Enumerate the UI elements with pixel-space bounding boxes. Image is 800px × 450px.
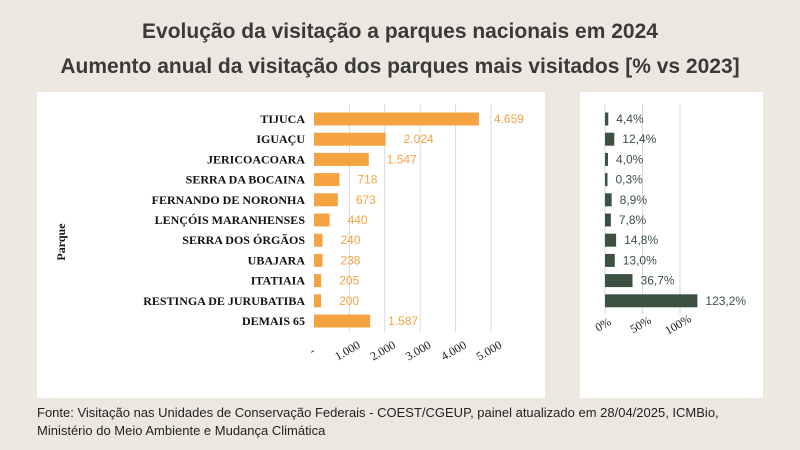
bar-growth-restinga-de-jurubatiba bbox=[605, 294, 698, 308]
value-label-visits: 2.024 bbox=[404, 132, 434, 146]
bar-growth-fernando-de-noronha bbox=[605, 193, 612, 207]
bar-visits-ubajara bbox=[314, 253, 323, 267]
value-label-visits: 240 bbox=[340, 233, 360, 247]
bar-visits-jericoacoara bbox=[314, 152, 369, 166]
visits-chart-panel: - 1.000 2.000 3.000 4.000 5.000 Parque TIJUCA 4.… bbox=[37, 92, 545, 398]
bar-growth-tijuca bbox=[605, 112, 609, 126]
bar-visits-restinga-de-jurubatiba bbox=[314, 294, 322, 308]
bar-growth-serra-da-bocaina bbox=[605, 173, 608, 187]
value-label-growth: 0,3% bbox=[616, 173, 644, 187]
category-label-itatiaia: ITATIAIA bbox=[251, 274, 306, 288]
visits-bar-chart: - 1.000 2.000 3.000 4.000 5.000 Parque TIJUCA 4.… bbox=[54, 104, 524, 364]
category-label-lencois-maranhenses: LENÇÓIS MARANHENSES bbox=[155, 213, 306, 227]
growth-chart-panel: 0% 50% 100% 4,4% 12,4% 4,0% 0,3% 8,9% 7,8% 14,8% 1… bbox=[580, 92, 763, 398]
category-label-tijuca: TIJUCA bbox=[260, 112, 305, 126]
x-tick-label: 1.000 bbox=[332, 338, 362, 364]
category-label-jericoacoara: JERICOACOARA bbox=[207, 152, 305, 166]
value-label-growth: 36,7% bbox=[641, 274, 675, 288]
category-label-demais-65: DEMAIS 65 bbox=[242, 314, 305, 328]
chart-subtitle: Aumento anual da visitação dos parques m… bbox=[60, 55, 740, 78]
bar-visits-itatiaia bbox=[314, 274, 322, 288]
category-label-fernando-de-noronha: FERNANDO DE NORONHA bbox=[152, 193, 306, 207]
chart-title: Evolução da visitação a parques nacionai… bbox=[142, 20, 658, 43]
y-axis-label: Parque bbox=[54, 223, 68, 261]
bar-visits-serra-da-bocaina bbox=[314, 173, 340, 187]
bar-growth-iguacu bbox=[605, 132, 615, 146]
value-label-visits: 205 bbox=[339, 274, 359, 288]
value-label-visits: 718 bbox=[357, 173, 377, 187]
x-tick-label: 50% bbox=[627, 313, 653, 336]
source-note: Fonte: Visitação nas Unidades de Conserv… bbox=[37, 405, 719, 438]
value-label-visits: 1.547 bbox=[387, 152, 417, 166]
value-label-growth: 8,9% bbox=[620, 193, 648, 207]
x-tick-label: 100% bbox=[662, 311, 693, 337]
bar-visits-lencois-maranhenses bbox=[314, 213, 330, 227]
x-tick-label: 4.000 bbox=[438, 338, 468, 364]
value-label-visits: 4.659 bbox=[494, 112, 524, 126]
category-label-serra-dos-orgaos: SERRA DOS ÓRGÃOS bbox=[182, 233, 305, 247]
value-label-growth: 4,4% bbox=[616, 112, 644, 126]
bar-visits-iguacu bbox=[314, 132, 386, 146]
category-label-ubajara: UBAJARA bbox=[248, 253, 306, 267]
x-tick-label: 2.000 bbox=[368, 338, 398, 364]
category-label-iguacu: IGUAÇU bbox=[256, 132, 305, 146]
value-label-growth: 12,4% bbox=[622, 132, 656, 146]
x-tick-label: 0% bbox=[593, 314, 614, 334]
growth-bar-chart: 0% 50% 100% 4,4% 12,4% 4,0% 0,3% 8,9% 7,8% 14,8% 1… bbox=[593, 104, 746, 338]
value-label-growth: 123,2% bbox=[705, 294, 746, 308]
value-label-growth: 4,0% bbox=[616, 152, 644, 166]
bar-visits-tijuca bbox=[314, 112, 479, 126]
category-label-serra-da-bocaina: SERRA DA BOCAINA bbox=[186, 173, 306, 187]
value-label-visits: 200 bbox=[339, 294, 359, 308]
value-label-growth: 7,8% bbox=[619, 213, 647, 227]
value-label-growth: 14,8% bbox=[624, 233, 658, 247]
bar-growth-jericoacoara bbox=[605, 152, 608, 166]
bar-growth-itatiaia bbox=[605, 274, 633, 288]
category-label-restinga-de-jurubatiba: RESTINGA DE JURUBATIBA bbox=[143, 294, 305, 308]
bar-visits-fernando-de-noronha bbox=[314, 193, 338, 207]
x-tick-label: - bbox=[307, 343, 317, 357]
x-tick-label: 5.000 bbox=[474, 338, 504, 364]
x-tick-label: 3.000 bbox=[403, 338, 433, 364]
bar-visits-demais-65 bbox=[314, 314, 371, 328]
value-label-visits: 238 bbox=[340, 253, 360, 267]
bar-growth-serra-dos-orgaos bbox=[605, 233, 617, 247]
bar-growth-ubajara bbox=[605, 253, 615, 267]
value-label-visits: 440 bbox=[348, 213, 368, 227]
value-label-visits: 673 bbox=[356, 193, 376, 207]
value-label-visits: 1.587 bbox=[388, 314, 418, 328]
bar-growth-lencois-maranhenses bbox=[605, 213, 611, 227]
bar-visits-serra-dos-orgaos bbox=[314, 233, 323, 247]
value-label-growth: 13,0% bbox=[623, 253, 657, 267]
